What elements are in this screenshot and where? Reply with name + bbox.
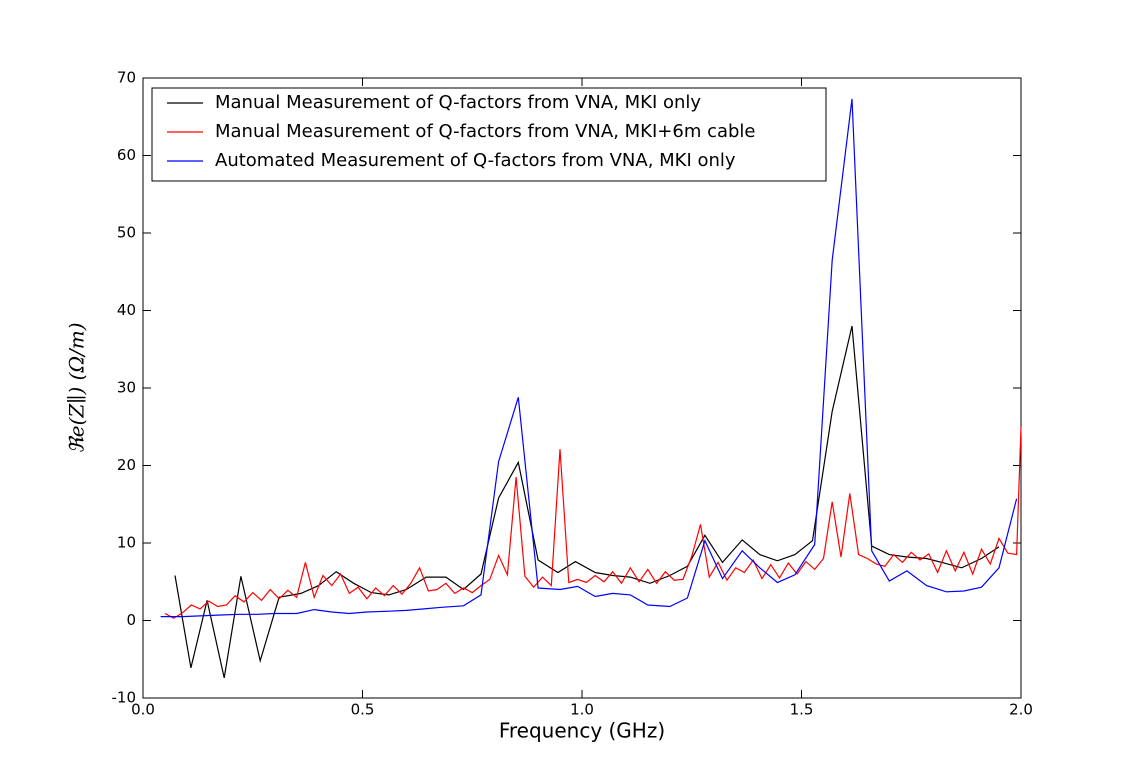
y-tick-label: 60 xyxy=(117,146,136,164)
y-tick-label: 40 xyxy=(117,301,136,319)
legend-label: Manual Measurement of Q-factors from VNA… xyxy=(215,92,701,113)
x-tick-label: 0.0 xyxy=(131,701,155,719)
legend-label: Manual Measurement of Q-factors from VNA… xyxy=(215,121,756,142)
x-tick-label: 1.5 xyxy=(790,701,814,719)
x-tick-label: 0.5 xyxy=(351,701,375,719)
series-line xyxy=(174,325,1000,679)
y-tick-label: 20 xyxy=(117,456,136,474)
series-line xyxy=(164,426,1022,619)
y-tick-label: 70 xyxy=(117,69,136,87)
y-tick-label: 30 xyxy=(117,379,136,397)
y-tick-label: 10 xyxy=(117,534,136,552)
x-tick-label: 1.0 xyxy=(570,701,594,719)
y-axis-label: ℜe(Z∥) (Ω/m) xyxy=(65,322,89,453)
y-tick-label: -10 xyxy=(112,689,137,707)
legend-label: Automated Measurement of Q-factors from … xyxy=(215,150,736,171)
series-line xyxy=(160,98,1018,618)
x-axis-label: Frequency (GHz) xyxy=(499,719,665,743)
y-tick-label: 0 xyxy=(126,611,136,629)
y-tick-label: 50 xyxy=(117,224,136,242)
legend-box xyxy=(151,87,827,182)
x-tick-label: 2.0 xyxy=(1009,701,1033,719)
